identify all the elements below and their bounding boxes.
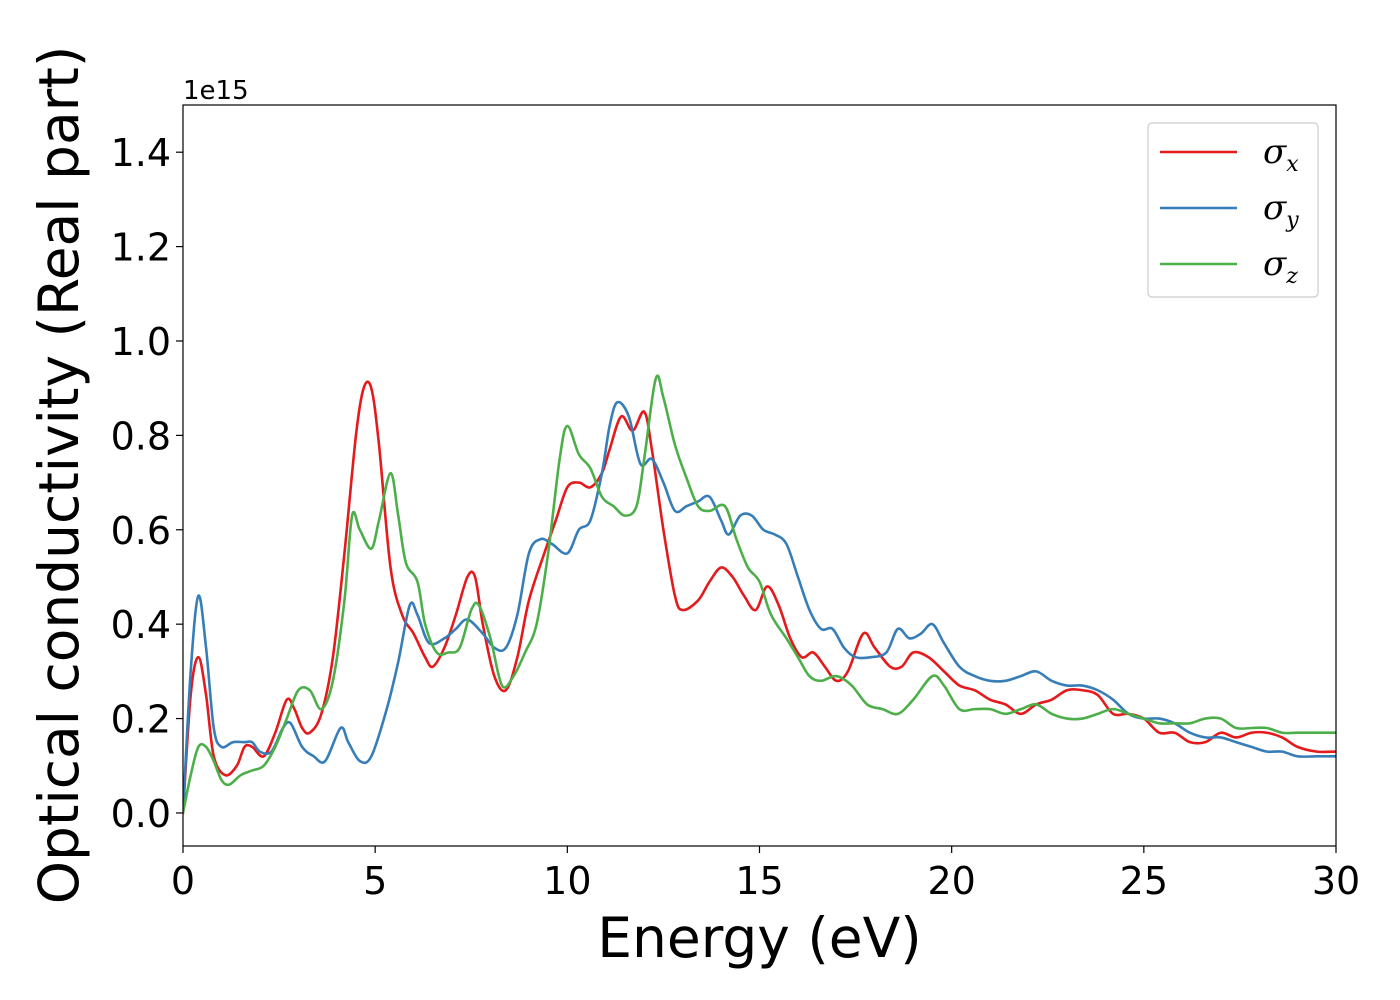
x-axis-label: Energy (eV)	[597, 906, 921, 970]
x-tick-label: 5	[363, 859, 387, 903]
y-offset-label: 1e15	[183, 76, 249, 106]
y-tick-label: 1.4	[111, 131, 171, 175]
series-line-x	[183, 380, 1336, 815]
y-tick-label: 0.4	[111, 603, 171, 647]
y-axis-label: Optical conductivity (Real part)	[27, 46, 91, 905]
legend-label-y: σy	[1263, 188, 1299, 233]
legend: σx σy σz	[1147, 122, 1319, 298]
series-layer	[183, 374, 1336, 815]
y-tick-label: 0.2	[111, 698, 171, 742]
x-tick-label: 20	[927, 859, 975, 903]
x-tick-label: 0	[171, 859, 195, 903]
x-tick-label: 25	[1120, 859, 1168, 903]
y-tick-label: 0.8	[111, 414, 171, 458]
y-tick-label: 0.6	[111, 509, 171, 553]
y-tick-label: 1.2	[111, 226, 171, 270]
y-tick-label: 1.0	[111, 320, 171, 364]
y-axis: 0.0 0.2 0.4 0.6 0.8 1.0 1.2 1.4	[111, 131, 183, 836]
x-axis: 0 5 10 15 20 25 30	[171, 846, 1360, 903]
legend-entries: σx σy σz	[1160, 132, 1299, 289]
series-line-y	[183, 400, 1336, 815]
legend-box	[1147, 122, 1319, 298]
x-tick-label: 30	[1312, 859, 1360, 903]
y-tick-label: 0.0	[111, 792, 171, 836]
x-tick-label: 10	[543, 859, 591, 903]
legend-label-z: σz	[1263, 244, 1298, 289]
series-line-z	[183, 374, 1336, 815]
x-tick-label: 15	[735, 859, 783, 903]
legend-label-x: σx	[1263, 132, 1299, 177]
